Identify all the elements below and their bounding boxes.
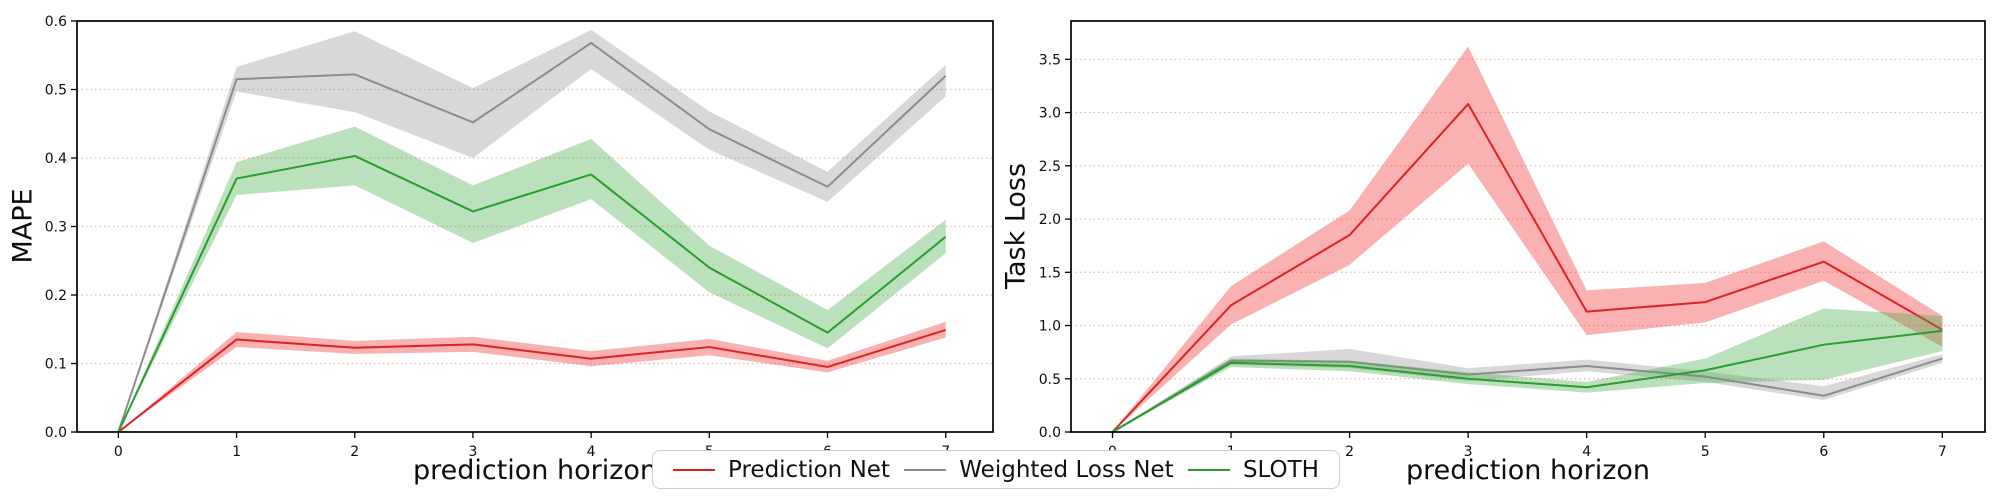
legend-label: Prediction Net [728,456,890,483]
task-loss-chart-svg: 012345670.00.51.01.52.02.53.03.5 [1039,20,1986,460]
prediction-net-band [118,321,946,432]
plot-border [1070,20,1986,433]
x-tick-label: 0 [114,444,123,460]
legend-label: Weighted Loss Net [959,456,1174,483]
right-y-axis-label: Task Loss [1000,162,1032,290]
y-tick-label: 0.0 [1039,425,1061,441]
y-tick-label: 3.0 [1039,106,1061,122]
y-tick-label: 0.5 [1039,372,1061,388]
y-tick-label: 0.2 [45,288,67,304]
legend: Prediction Net Weighted Loss Net SLOTH [652,450,1340,489]
prediction-net-line-swatch [673,468,715,471]
prediction-net-line [1111,103,1943,433]
task-loss-chart: 012345670.00.51.01.52.02.53.03.5 [1000,0,2000,500]
legend-item-weighted-loss-net: Weighted Loss Net [904,456,1174,483]
sloth-line [117,154,947,433]
weighted-loss-net-line [1111,357,1943,433]
y-tick-label: 2.5 [1039,159,1061,175]
y-tick-label: 3.5 [1039,52,1061,68]
y-tick-label: 0.6 [45,14,67,30]
prediction-net-band [1112,46,1943,432]
weighted-loss-net-line [117,41,947,433]
x-tick-label: 1 [232,444,241,460]
y-tick-label: 1.5 [1039,265,1061,281]
x-tick-label: 4 [1582,444,1591,460]
mape-chart-svg: 012345670.00.10.20.30.40.50.6 [45,14,994,460]
x-tick-label: 4 [587,444,596,460]
mape-chart: 012345670.00.10.20.30.40.50.6 [0,0,1000,500]
y-tick-label: 0.3 [45,220,67,236]
x-tick-label: 2 [1345,444,1354,460]
y-tick-label: 1.0 [1039,319,1061,335]
sloth-band [1112,308,1943,432]
sloth-line-swatch [1187,468,1230,471]
y-tick-label: 0.5 [45,83,67,99]
weighted-loss-net-band [118,29,946,433]
legend-item-prediction-net: Prediction Net [673,457,890,483]
legend-item-sloth: SLOTH [1187,456,1319,483]
y-tick-label: 2.0 [1039,212,1061,228]
y-tick-label: 0.1 [45,357,67,373]
x-tick-label: 3 [468,444,477,460]
x-tick-label: 7 [1938,444,1947,460]
sloth-band [118,126,946,433]
sloth-line [1111,329,1943,433]
left-y-axis-label: MAPE [7,188,39,264]
right-x-axis-label: prediction horizon [1405,455,1651,486]
y-tick-label: 0.0 [45,425,67,441]
y-tick-label: 0.4 [45,151,67,167]
x-tick-label: 2 [350,444,359,460]
x-tick-label: 3 [1464,444,1473,460]
x-tick-label: 6 [1819,444,1828,460]
left-x-axis-label: prediction horizon [412,455,658,486]
prediction-net-line [117,328,947,433]
weighted-loss-net-line-swatch [904,468,947,471]
legend-label: SLOTH [1242,456,1319,483]
x-tick-label: 5 [1701,444,1710,460]
weighted-loss-net-band [1112,348,1943,432]
